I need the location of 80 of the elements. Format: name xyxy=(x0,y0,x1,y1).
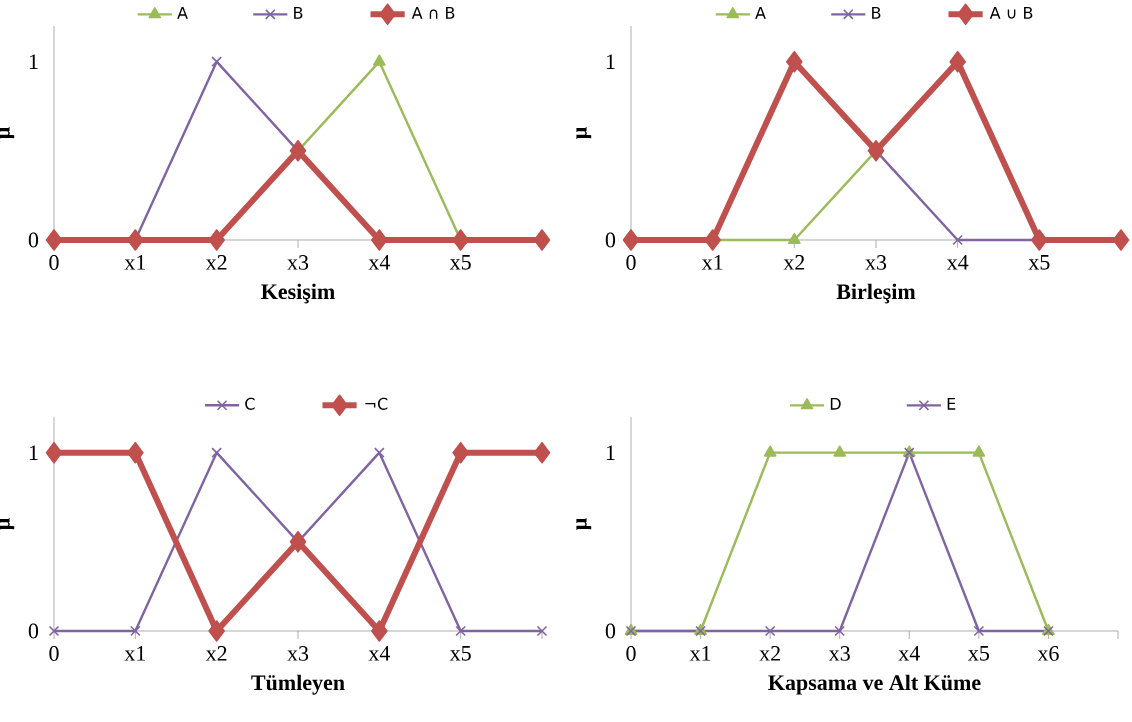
x-tick-label: x2 xyxy=(783,255,805,270)
legend-label: A ∩ B xyxy=(411,6,455,19)
x-axis-title: Birleşim xyxy=(836,283,916,304)
x-axis-title: Kapsama ve Alt Küme xyxy=(768,674,981,695)
y-tick-label: 0 xyxy=(28,623,39,639)
point xyxy=(211,447,222,458)
x-tick-label: x4 xyxy=(898,646,920,661)
point xyxy=(1031,229,1048,251)
y-tick-label: 1 xyxy=(29,54,38,69)
legend-label: A xyxy=(177,6,188,19)
x-tick-label: x3 xyxy=(865,255,887,270)
point xyxy=(1112,229,1130,251)
point xyxy=(130,625,141,637)
point xyxy=(208,620,225,642)
legend-label: E xyxy=(947,397,956,410)
x-tick-label: x5 xyxy=(449,646,471,661)
x-tick-label: 0 xyxy=(49,646,59,661)
x-tick-label: x4 xyxy=(368,646,390,661)
point xyxy=(704,229,721,251)
x-tick-label: x5 xyxy=(968,646,989,661)
legend-label: B xyxy=(294,6,303,19)
y-tick-label: 0 xyxy=(605,623,616,639)
x-axis-title: Tümleyen xyxy=(251,674,345,695)
point xyxy=(533,229,551,251)
point xyxy=(452,441,469,464)
point xyxy=(533,441,551,464)
x-tick-label: 0 xyxy=(626,255,636,270)
point xyxy=(48,625,60,637)
point xyxy=(371,620,388,642)
point xyxy=(455,625,466,637)
x-tick-label: x6 xyxy=(1037,646,1059,661)
legend-label: D xyxy=(830,397,841,410)
y-axis-title: μ xyxy=(576,127,592,139)
x-tick-label: x5 xyxy=(1028,255,1050,270)
y-tick-label: 1 xyxy=(606,54,615,69)
y-axis-title: μ xyxy=(0,518,15,530)
point xyxy=(211,56,222,67)
legend-label: A ∪ B xyxy=(989,6,1033,19)
x-tick-label: 0 xyxy=(626,646,636,661)
point xyxy=(208,229,225,251)
point xyxy=(289,140,307,162)
x-tick-label: x2 xyxy=(205,646,227,661)
point xyxy=(452,229,469,251)
legend-label: A xyxy=(755,6,766,19)
y-tick-label: 1 xyxy=(29,445,38,460)
point xyxy=(371,229,388,251)
x-tick-label: x4 xyxy=(946,255,969,270)
point xyxy=(289,531,307,553)
y-tick-label: 0 xyxy=(605,232,616,248)
point xyxy=(127,229,144,251)
y-tick-label: 1 xyxy=(606,445,615,460)
x-tick-label: x2 xyxy=(205,255,227,270)
point xyxy=(536,625,548,637)
x-tick-label: x3 xyxy=(828,646,850,661)
x-tick-label: x4 xyxy=(368,255,390,270)
point xyxy=(45,441,63,464)
point xyxy=(786,50,803,73)
x-tick-label: x1 xyxy=(124,255,145,270)
x-tick-label: x1 xyxy=(701,255,723,270)
x-tick-label: x1 xyxy=(124,646,145,661)
x-tick-label: x5 xyxy=(449,255,471,270)
x-tick-label: x2 xyxy=(759,646,780,661)
legend-label: ¬C xyxy=(365,397,388,410)
legend-label: C xyxy=(245,397,255,410)
point xyxy=(867,140,885,162)
point xyxy=(949,50,966,73)
y-axis-title: μ xyxy=(0,127,15,139)
x-tick-label: 0 xyxy=(49,255,59,270)
x-axis-title: Kesişim xyxy=(261,283,335,304)
x-tick-label: x1 xyxy=(689,646,711,661)
x-tick-label: x3 xyxy=(287,255,309,270)
point xyxy=(127,441,144,464)
point xyxy=(622,229,640,251)
point xyxy=(952,234,963,246)
legend-label: B xyxy=(872,6,881,19)
x-tick-label: x3 xyxy=(287,646,309,661)
y-axis-title: μ xyxy=(576,518,592,530)
point xyxy=(374,447,385,458)
point xyxy=(45,229,63,251)
y-tick-label: 0 xyxy=(28,232,39,248)
